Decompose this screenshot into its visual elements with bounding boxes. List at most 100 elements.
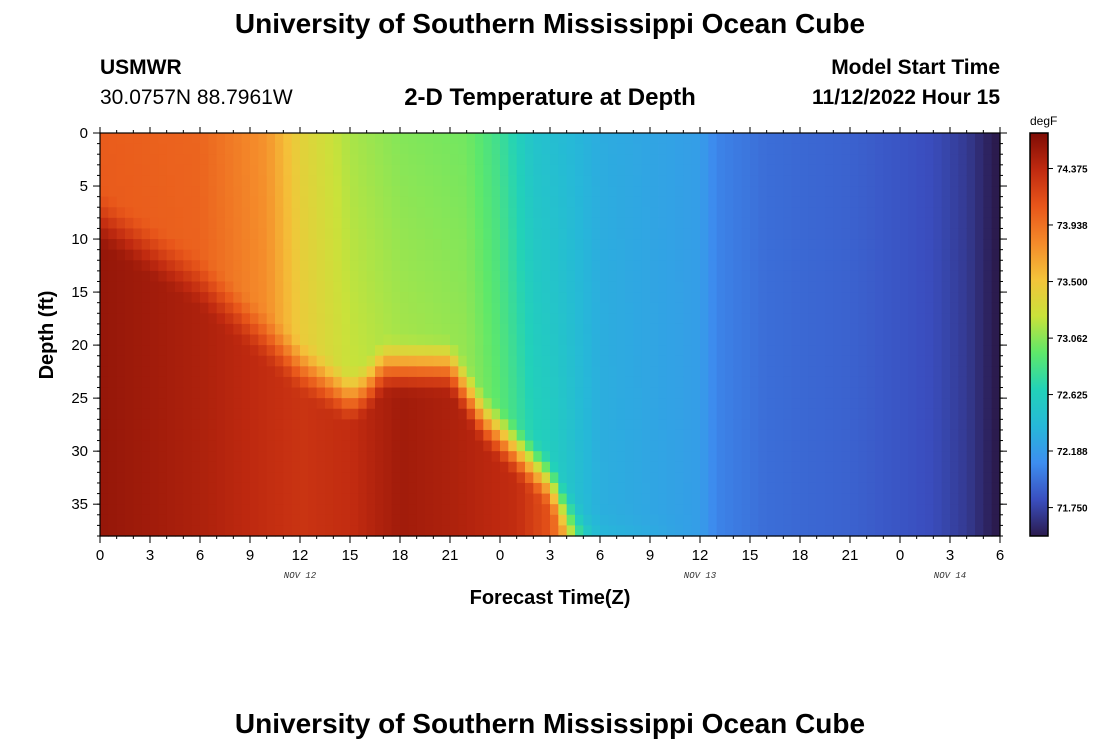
heatmap-cell [458,292,468,304]
heatmap-cell [183,429,193,442]
heatmap-cell [283,207,293,219]
heatmap-cell [750,154,759,166]
heatmap-cell [383,239,393,251]
heatmap-cell [400,504,409,516]
heatmap-cell [925,419,934,431]
heatmap-cell [458,154,468,166]
heatmap-cell [475,302,484,314]
heatmap-cell [716,376,726,389]
heatmap-cell [691,228,701,240]
heatmap-cell [316,366,326,378]
heatmap-cell [366,345,376,357]
heatmap-cell [108,228,118,240]
heatmap-cell [500,504,509,516]
heatmap-cell [608,398,618,410]
heatmap-cell [391,472,401,484]
heatmap-cell [200,482,209,495]
heatmap-cell [616,292,626,304]
heatmap-cell [125,472,134,484]
heatmap-cell [158,196,168,208]
heatmap-cell [558,376,568,389]
heatmap-cell [741,482,751,495]
heatmap-cell [333,260,343,272]
heatmap-cell [741,461,751,473]
heatmap-cell [275,323,284,336]
heatmap-cell [416,260,426,272]
heatmap-cell [850,292,859,304]
heatmap-cell [333,164,343,177]
heatmap-cell [841,154,851,166]
heatmap-cell [975,493,984,505]
heatmap-cell [391,334,401,346]
heatmap-cell [441,249,451,261]
heatmap-cell [200,387,209,399]
heatmap-cell [316,429,326,442]
heatmap-cell [183,302,193,314]
heatmap-cell [191,440,201,452]
heatmap-cell [725,302,734,314]
heatmap-cell [583,440,593,452]
heatmap-cell [666,133,676,145]
heatmap-cell [316,270,326,283]
heatmap-cell [941,154,951,166]
heatmap-cell [141,133,151,145]
heatmap-cell [983,440,993,452]
heatmap-cell [766,249,776,261]
heatmap-cell [950,366,959,378]
heatmap-cell [283,186,293,198]
heatmap-cell [375,239,384,251]
heatmap-cell [500,482,509,495]
heatmap-cell [825,281,834,293]
heatmap-cell [833,164,843,177]
heatmap-cell [700,323,709,336]
heatmap-cell [416,334,426,346]
heatmap-cell [825,186,834,198]
heatmap-cell [833,207,843,219]
heatmap-cell [716,461,726,473]
heatmap-cell [933,186,943,198]
heatmap-cell [933,440,943,452]
heatmap-cell [975,292,984,304]
heatmap-cell [841,398,851,410]
heatmap-cell [633,196,643,208]
heatmap-cell [883,313,893,325]
heatmap-cell [450,387,459,399]
heatmap-cell [391,260,401,272]
y-tick-label: 30 [71,443,88,460]
heatmap-cell [741,334,751,346]
heatmap-cell [533,270,543,283]
heatmap-cell [591,504,601,516]
heatmap-cell [833,525,843,537]
heatmap-cell [208,398,218,410]
heatmap-cell [558,164,568,177]
heatmap-cell [600,154,609,166]
heatmap-cell [975,440,984,452]
heatmap-cell [158,429,168,442]
heatmap-cell [116,313,126,325]
heatmap-cell [366,355,376,367]
heatmap-cell [833,217,843,230]
heatmap-cell [725,525,734,537]
heatmap-cell [708,302,718,314]
heatmap-cell [891,228,901,240]
heatmap-cell [991,451,1001,463]
heatmap-cell [683,419,693,431]
heatmap-cell [766,260,776,272]
heatmap-cell [400,355,409,367]
heatmap-cell [691,154,701,166]
heatmap-cell [733,440,743,452]
heatmap-cell [691,376,701,389]
heatmap-cell [225,302,234,314]
heatmap-cell [525,504,534,516]
heatmap-cell [641,186,651,198]
heatmap-cell [658,387,668,399]
heatmap-cell [300,133,309,145]
heatmap-cell [708,260,718,272]
heatmap-cell [583,355,593,367]
heatmap-cell [916,270,926,283]
heatmap-cell [508,440,518,452]
heatmap-cell [366,154,376,166]
heatmap-cell [616,228,626,240]
heatmap-cell [675,164,684,177]
